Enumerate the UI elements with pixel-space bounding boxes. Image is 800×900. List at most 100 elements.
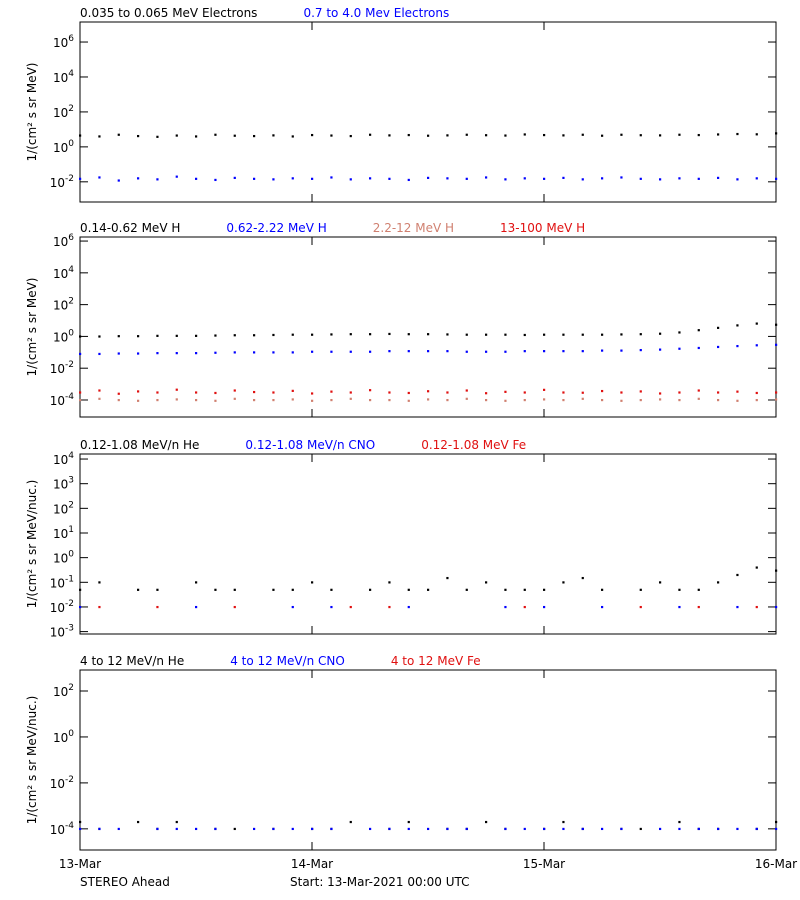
y-tick-label: 106 xyxy=(53,233,74,249)
data-point xyxy=(427,588,430,591)
y-tick-exponent: 2 xyxy=(68,683,74,693)
y-tick-base: 10 xyxy=(53,527,68,541)
data-point xyxy=(233,605,236,609)
data-point xyxy=(137,177,140,180)
y-tick-base: 10 xyxy=(53,552,68,566)
data-point xyxy=(678,391,681,394)
data-point xyxy=(253,334,256,337)
data-point xyxy=(465,397,468,400)
data-point xyxy=(233,334,236,337)
data-point xyxy=(156,605,159,609)
data-point xyxy=(98,352,101,356)
data-point xyxy=(388,177,391,180)
data-point xyxy=(697,389,700,392)
data-point xyxy=(775,820,778,824)
data-point xyxy=(272,178,275,181)
y-tick-exponent: 3 xyxy=(68,476,74,486)
data-point xyxy=(736,827,739,831)
legend-entry: 0.14-0.62 MeV H xyxy=(80,221,180,235)
plot-frame xyxy=(79,453,777,635)
data-point xyxy=(678,331,681,334)
data-point xyxy=(233,134,236,137)
y-tick-label: 102 xyxy=(53,297,74,313)
y-tick-label: 102 xyxy=(53,500,74,516)
data-point xyxy=(291,389,294,392)
data-point xyxy=(79,177,82,180)
y-tick-base: 10 xyxy=(53,267,68,281)
data-point xyxy=(291,135,294,138)
y-tick-label: 100 xyxy=(53,550,74,566)
data-point xyxy=(349,333,352,336)
data-point xyxy=(427,827,430,831)
data-point xyxy=(388,332,391,336)
data-point xyxy=(697,827,700,831)
y-tick-base: 10 xyxy=(53,36,68,50)
plot-frame xyxy=(79,236,777,418)
data-point xyxy=(659,134,662,137)
data-point xyxy=(98,605,101,609)
data-point xyxy=(330,588,333,591)
data-point xyxy=(79,352,82,356)
data-point xyxy=(639,827,642,831)
data-point xyxy=(659,827,662,831)
data-point xyxy=(697,133,700,137)
y-tick-exponent: -4 xyxy=(65,392,74,402)
data-point xyxy=(581,133,584,136)
data-point xyxy=(504,399,507,402)
x-tick-label: 15-Mar xyxy=(523,857,565,871)
data-point xyxy=(98,827,101,831)
data-point xyxy=(79,827,82,831)
legend-entry: 4 to 12 MeV/n He xyxy=(80,654,184,668)
y-tick-label: 104 xyxy=(53,265,74,281)
data-point xyxy=(311,581,314,584)
data-point xyxy=(330,350,333,353)
data-point xyxy=(639,348,642,352)
x-tick-label: 14-Mar xyxy=(291,857,333,871)
data-point xyxy=(272,391,275,394)
data-point xyxy=(465,350,468,353)
data-point xyxy=(755,398,758,402)
data-point xyxy=(233,176,236,179)
data-point xyxy=(755,133,758,136)
data-point xyxy=(775,827,778,831)
y-tick-exponent: 6 xyxy=(68,233,74,243)
data-point xyxy=(214,178,217,182)
y-tick-label: 10-2 xyxy=(50,775,74,791)
data-point xyxy=(755,566,758,569)
y-tick-label: 10-2 xyxy=(50,174,74,190)
data-point xyxy=(388,134,391,137)
y-tick-exponent: 4 xyxy=(68,265,74,275)
footer-left: STEREO Ahead xyxy=(80,875,170,889)
y-axis-label: 1/(cm² s sr MeV) xyxy=(25,63,39,162)
data-point xyxy=(601,588,604,591)
data-point xyxy=(717,827,720,831)
data-point xyxy=(233,389,236,392)
data-point xyxy=(485,398,488,402)
data-point xyxy=(195,177,198,180)
data-point xyxy=(485,134,488,137)
data-point xyxy=(156,135,159,138)
data-point xyxy=(349,820,352,824)
data-point xyxy=(214,391,217,395)
data-point xyxy=(717,133,720,136)
data-point xyxy=(543,827,546,831)
y-tick-label: 10-4 xyxy=(50,392,75,408)
data-point xyxy=(620,133,623,136)
data-point xyxy=(214,334,217,337)
data-point xyxy=(233,351,236,354)
data-point xyxy=(581,178,584,181)
data-point xyxy=(98,176,101,179)
data-point xyxy=(175,398,178,401)
data-point xyxy=(717,345,720,349)
data-point xyxy=(388,581,391,584)
data-point xyxy=(446,576,449,580)
data-point xyxy=(79,391,82,394)
data-point xyxy=(311,399,314,402)
data-point xyxy=(523,588,526,591)
data-point xyxy=(117,133,120,136)
data-point xyxy=(175,388,178,391)
data-point xyxy=(465,827,468,831)
data-point xyxy=(79,588,82,591)
data-point xyxy=(195,827,198,831)
